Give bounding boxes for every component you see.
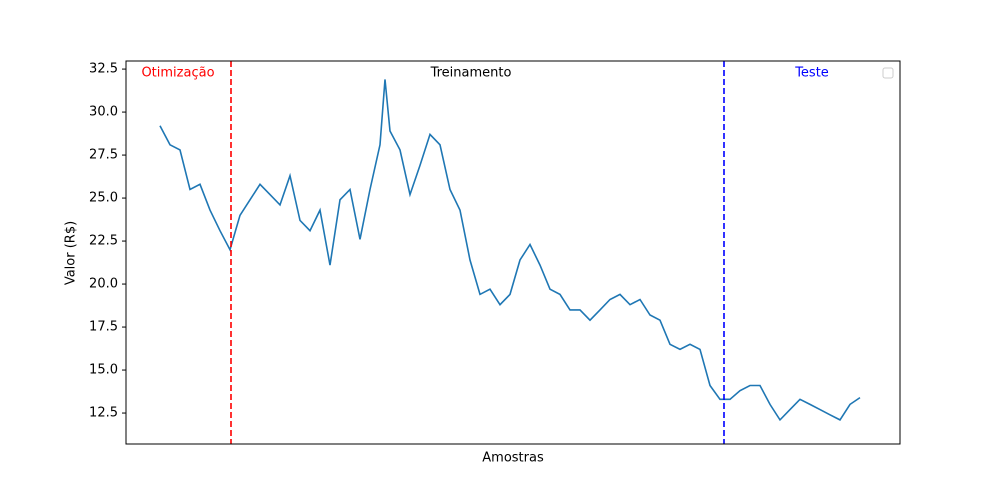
plot-frame — [125, 60, 901, 445]
annotation: Teste — [794, 66, 829, 81]
y-tick-label: 25.0 — [89, 191, 118, 206]
y-tick-label: 15.0 — [89, 363, 118, 378]
y-tick-label: 12.5 — [89, 406, 118, 421]
annotation: Otimização — [141, 66, 214, 81]
y-tick-label: 22.5 — [89, 234, 118, 249]
y-tick-label: 17.5 — [89, 320, 118, 335]
y-axis-label: Valor (R$) — [64, 221, 79, 285]
y-tick-label: 27.5 — [89, 148, 118, 163]
y-tick-label: 20.0 — [89, 277, 118, 292]
legend-box — [882, 67, 894, 79]
y-tick-label: 30.0 — [89, 105, 118, 120]
line-series — [159, 79, 861, 422]
y-tick-label: 32.5 — [89, 62, 118, 77]
annotation: Treinamento — [430, 66, 512, 81]
x-axis-label: Amostras — [482, 451, 544, 466]
